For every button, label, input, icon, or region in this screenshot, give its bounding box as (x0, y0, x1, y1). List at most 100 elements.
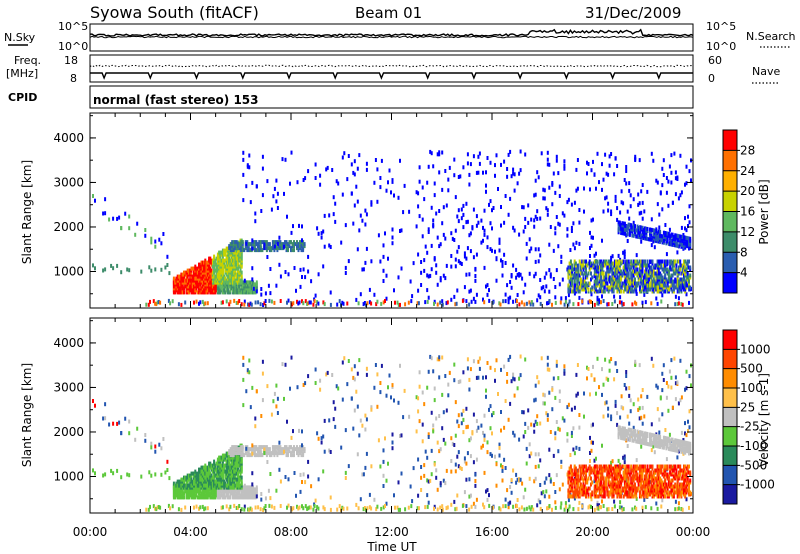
power-cell (646, 263, 649, 268)
power-cell (385, 273, 388, 278)
velocity-cell (216, 469, 219, 474)
power-cell (495, 257, 498, 262)
power-cell (237, 242, 240, 247)
power-cell (596, 265, 599, 270)
velocity-cell (234, 461, 237, 466)
power-cell (474, 299, 477, 304)
power-cell (468, 182, 471, 187)
velocity-cell (604, 401, 607, 406)
power-cell (661, 166, 664, 171)
power-cell (308, 300, 311, 305)
power-cell (683, 241, 685, 246)
power-cell (618, 300, 621, 305)
power-cell (301, 299, 303, 304)
velocity-cell (518, 478, 521, 483)
power-cell (108, 217, 111, 222)
velocity-cell (590, 497, 593, 502)
power-cell (445, 203, 448, 208)
power-cell (650, 237, 653, 242)
velocity-cell (382, 473, 385, 478)
velocity-cell (238, 447, 241, 452)
power-cell (426, 273, 429, 278)
velocity-cell (509, 500, 512, 505)
velocity-cell (441, 504, 444, 509)
power-cell (266, 179, 269, 184)
velocity-cell (346, 382, 349, 387)
power-cell (199, 272, 202, 277)
power-cell (590, 243, 593, 248)
power-cell (674, 170, 677, 175)
velocity-cell (264, 496, 267, 501)
velocity-cell (242, 355, 245, 360)
velocity-cell (625, 370, 628, 374)
power-cell (199, 280, 202, 285)
power-cell (659, 259, 662, 264)
velocity-cell (274, 445, 277, 450)
power-cell (557, 244, 560, 249)
velocity-cell (674, 499, 677, 504)
power-cell (612, 265, 615, 270)
power-cell (450, 264, 453, 269)
power-cell (577, 263, 580, 268)
power-cell (630, 259, 633, 264)
power-cell (488, 298, 491, 303)
power-cell (177, 288, 180, 293)
velocity-cell (254, 416, 257, 421)
power-cell (670, 277, 673, 282)
power-cell (688, 259, 690, 264)
power-cell (220, 250, 223, 255)
power-cell (606, 302, 609, 307)
power-cell (340, 240, 343, 245)
power-cell (244, 284, 247, 289)
power-cell (637, 234, 640, 239)
power-cell (608, 163, 611, 168)
power-cell (355, 297, 358, 302)
power-cell (652, 269, 655, 274)
velocity-cell (198, 483, 200, 488)
velocity-cell (237, 461, 239, 466)
velocity-cell (385, 393, 388, 398)
velocity-cell (650, 422, 653, 427)
power-cell (604, 152, 607, 157)
power-cell (608, 154, 611, 159)
power-cell (632, 223, 635, 228)
velocity-cell (468, 438, 471, 443)
power-cell (291, 248, 294, 253)
velocity-cell (188, 483, 190, 488)
power-cell (229, 258, 232, 263)
power-cell (666, 259, 669, 264)
velocity-cell (506, 372, 509, 376)
power-cell (374, 158, 377, 162)
velocity-cell (271, 449, 274, 454)
power-cell (184, 270, 187, 275)
power-cell (618, 220, 621, 225)
velocity-cell (271, 445, 274, 450)
power-cell (631, 225, 634, 230)
power-cell (235, 272, 238, 277)
power-cell (688, 265, 690, 270)
power-cell (649, 287, 651, 292)
velocity-cell (530, 422, 533, 427)
velocity-cell (239, 467, 242, 472)
power-cell (264, 299, 267, 303)
velocity-cell (208, 461, 211, 466)
power-cell (454, 228, 457, 233)
power-cell (251, 238, 254, 243)
power-cell (623, 249, 626, 254)
power-cell (302, 301, 305, 306)
velocity-cell (247, 485, 249, 490)
power-cell (291, 302, 293, 307)
power-cell (491, 208, 493, 213)
power-cell (612, 279, 615, 284)
power-cell (391, 235, 394, 240)
power-cell (601, 238, 603, 243)
power-cell (637, 202, 640, 207)
velocity-cell (427, 500, 430, 505)
power-cell (430, 243, 433, 248)
power-cell (611, 287, 614, 292)
power-cell (261, 154, 264, 159)
velocity-cell (635, 496, 638, 501)
velocity-cell (261, 359, 264, 364)
velocity-cell (480, 423, 483, 428)
velocity-cell (228, 495, 231, 500)
